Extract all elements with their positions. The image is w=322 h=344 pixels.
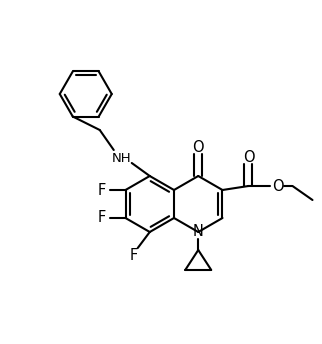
Text: NH: NH <box>112 151 132 164</box>
Text: F: F <box>130 248 138 264</box>
Text: O: O <box>272 179 283 194</box>
Text: N: N <box>193 225 204 239</box>
Text: F: F <box>97 183 106 197</box>
Text: F: F <box>97 211 106 226</box>
Text: O: O <box>193 140 204 154</box>
Text: O: O <box>243 150 254 164</box>
